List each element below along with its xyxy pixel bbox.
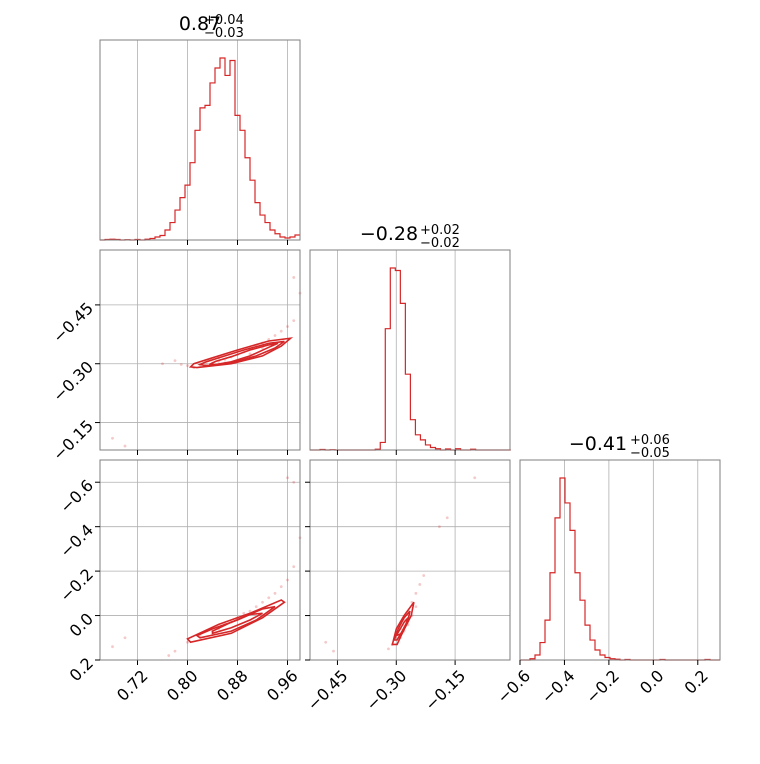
xtick-label-param1: 0.80	[163, 666, 202, 705]
ytick-label-row2: −0.4	[56, 520, 97, 561]
title-param1: 0.87	[179, 13, 221, 35]
xtick-label-param1: 0.72	[113, 666, 152, 705]
title-param3-main: −0.41	[569, 433, 627, 455]
title-param2-minus: −0.02	[420, 236, 460, 251]
title-param2-plus: +0.02	[420, 223, 460, 238]
xtick-label-param3: 0.2	[680, 666, 711, 697]
histogram-param2	[310, 267, 511, 451]
sample-point	[242, 611, 246, 615]
sample-point	[179, 363, 183, 366]
sample-point	[123, 636, 127, 640]
ytick-label-row2: 0.0	[66, 609, 97, 640]
sample-point	[273, 334, 277, 337]
ytick-label-row2: −0.6	[56, 476, 97, 517]
panel-frame-pair-1	[99, 459, 301, 661]
sample-point	[261, 600, 264, 604]
contour-level-2	[197, 340, 285, 367]
ytick-label-row1: −0.45	[49, 299, 97, 347]
contour-level-3	[391, 601, 415, 646]
sample-point	[173, 359, 177, 362]
sample-point	[292, 565, 296, 569]
xtick-label-param2: −0.15	[421, 666, 469, 714]
contour-level-3	[186, 599, 286, 644]
xtick-label-param3: 0.0	[636, 666, 667, 697]
sample-point	[418, 583, 422, 586]
xtick-label-param1: 0.96	[263, 666, 302, 705]
xtick-label-param3: −0.2	[582, 666, 623, 707]
sample-point	[279, 585, 283, 589]
sample-point	[173, 649, 177, 653]
ytick-label-row1: −0.15	[49, 416, 97, 464]
sample-point	[286, 578, 289, 582]
sample-point	[161, 362, 164, 366]
contour-level-3	[188, 337, 294, 369]
xtick-label-param2: −0.45	[303, 666, 351, 714]
panel-frame-param2	[309, 249, 511, 451]
sample-point	[248, 609, 252, 613]
sample-point	[186, 640, 189, 644]
hist-panel-param3: −0.6 −0.4 −0.2 0.0 0.2	[493, 459, 721, 707]
title-param1-plus: +0.04	[204, 13, 244, 28]
title-param3-plus: +0.06	[630, 433, 670, 448]
contour-level-1	[209, 342, 279, 366]
ytick-label-row2: 0.2	[66, 654, 97, 685]
title-param1-main: 0.87	[179, 13, 221, 35]
sample-point	[414, 605, 418, 609]
title-param2: −0.28	[360, 223, 418, 245]
ytick-label-row1: −0.30	[49, 357, 97, 405]
sample-point	[248, 352, 252, 356]
scatter-panel-param2-vs-param3: −0.45 −0.30 −0.15	[303, 459, 511, 714]
sample-point	[414, 591, 418, 595]
sample-point	[186, 364, 189, 368]
xtick-label-param1: 0.88	[213, 666, 252, 705]
histogram-param1	[100, 57, 300, 241]
sample-point	[111, 645, 114, 649]
contour-level-2	[393, 610, 411, 641]
title-param3: −0.41	[569, 433, 627, 455]
title-param2-main: −0.28	[360, 223, 418, 245]
hist-panel-param2	[309, 249, 511, 455]
sample-point	[286, 476, 289, 480]
xtick-label-param2: −0.30	[362, 666, 410, 714]
sample-point	[111, 436, 114, 440]
sample-point	[292, 319, 296, 322]
ytick-label-row2: −0.2	[56, 565, 97, 606]
sample-point	[324, 640, 328, 644]
sample-point	[445, 516, 449, 520]
panel-frame-pair-0	[99, 249, 301, 451]
sample-point	[273, 591, 277, 595]
sample-point	[473, 476, 477, 480]
panel-frame-pair-2	[309, 459, 511, 661]
sample-point	[422, 574, 426, 577]
scatter-panel-param1-vs-param3: 0.72 0.80 0.88 0.96 0.2 0.0−0.2−0.4−0.6	[56, 459, 302, 705]
contour-level-2	[195, 605, 276, 639]
sample-point	[167, 654, 171, 657]
xtick-label-param3: −0.4	[538, 666, 579, 707]
histogram-param3	[520, 477, 720, 661]
sample-point	[267, 596, 271, 600]
title-param3-minus: −0.05	[630, 446, 670, 461]
contour-level-1	[211, 612, 263, 635]
sample-point	[279, 329, 283, 333]
sample-point	[292, 276, 296, 279]
sample-point	[123, 444, 127, 448]
hist-panel-param1	[99, 39, 301, 245]
xtick-label-param3: −0.6	[493, 666, 534, 707]
panel-frame-param3	[519, 459, 721, 661]
sample-point	[387, 647, 390, 651]
title-param1-minus: −0.03	[204, 26, 244, 41]
sample-point	[254, 605, 258, 609]
sample-point	[292, 480, 296, 484]
panel-frame-param1	[99, 39, 301, 241]
sample-point	[332, 649, 335, 653]
sample-point	[438, 525, 441, 529]
sample-point	[286, 325, 289, 328]
scatter-panel-param1-vs-param2: −0.15 −0.30 −0.45	[49, 249, 302, 464]
